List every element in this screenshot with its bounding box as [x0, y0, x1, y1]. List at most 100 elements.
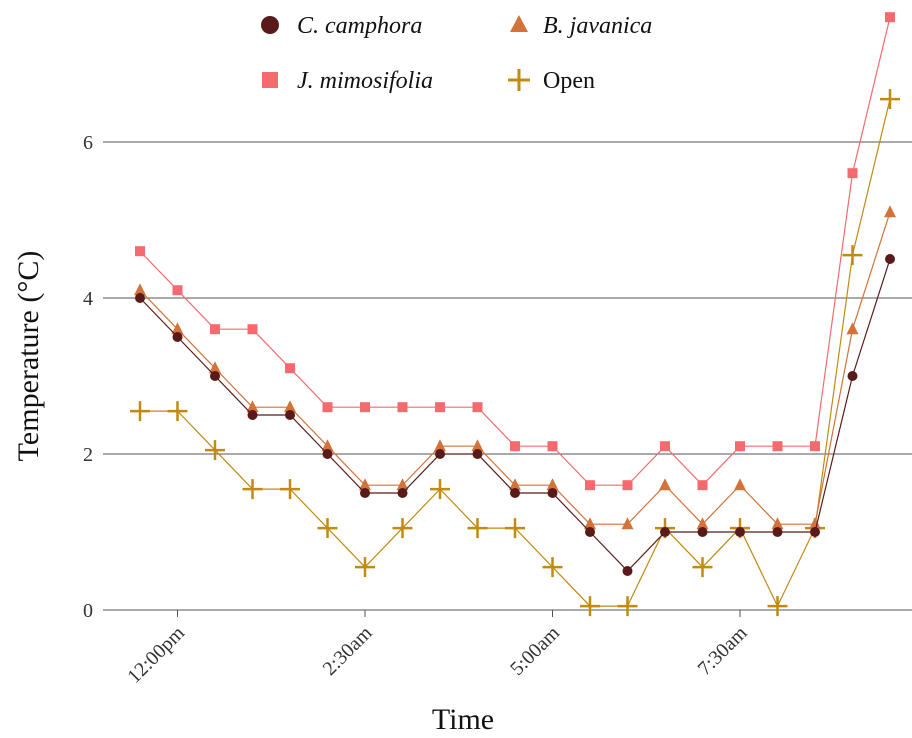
- series-3-point-5: [317, 518, 338, 539]
- y-axis-title: Temperature (°C): [12, 251, 45, 462]
- series-1-point-17: [771, 517, 784, 530]
- series-0-point-13: [622, 566, 633, 576]
- series-2-point-9: [472, 402, 483, 413]
- series-1-point-2: [209, 361, 221, 374]
- series-0-point-4: [285, 410, 295, 420]
- legend-label-3: Open: [543, 68, 595, 94]
- y-tick-label-1: 2: [83, 444, 93, 466]
- y-tick-label-3: 6: [83, 132, 93, 154]
- y-axis: 0 2 4 6: [83, 132, 93, 622]
- series-2-point-8: [435, 402, 445, 413]
- x-tick-label-2: 5:00am: [506, 622, 564, 680]
- series-0: [135, 254, 895, 576]
- series-3-point-3: [242, 479, 263, 500]
- series-1-point-14: [659, 478, 671, 491]
- y-tick-label-0: 0: [83, 600, 93, 622]
- series-3-point-9: [467, 518, 488, 539]
- series-2-point-0: [135, 246, 145, 257]
- series-3-point-1: [167, 401, 188, 422]
- gridlines: [103, 141, 912, 611]
- series-2-point-6: [360, 402, 370, 413]
- series-0-point-20: [885, 254, 895, 264]
- x-axis-title: Time: [432, 703, 494, 736]
- legend-marker-0: [261, 16, 279, 34]
- series-0-point-7: [397, 488, 408, 498]
- x-tick-label-3: 7:30am: [694, 622, 752, 680]
- series-2-point-15: [697, 480, 708, 491]
- series-0-point-0: [135, 293, 145, 303]
- series-1-point-3: [246, 400, 259, 413]
- series-1-point-15: [696, 517, 709, 530]
- series-0-point-8: [435, 449, 445, 459]
- legend-item-0: C. camphora: [261, 13, 422, 39]
- series-0-point-16: [735, 527, 745, 537]
- series-2-point-2: [210, 324, 220, 335]
- series-0-point-15: [697, 527, 708, 537]
- series-0-point-14: [660, 527, 670, 537]
- series-0-point-18: [810, 527, 820, 537]
- series-1-point-16: [734, 478, 746, 491]
- series-2-point-5: [322, 402, 333, 413]
- series-1-point-7: [396, 478, 409, 491]
- series-2-point-12: [585, 480, 595, 491]
- series-2-point-11: [547, 441, 558, 452]
- series-1-point-13: [621, 517, 634, 530]
- series-1-point-19: [846, 322, 859, 335]
- legend-item-2: J. mimosifolia: [262, 68, 433, 94]
- series-0-point-1: [172, 332, 183, 342]
- series-2-point-4: [285, 363, 295, 374]
- series-1-point-18: [809, 517, 821, 530]
- legend-label-1: B. javanica: [543, 13, 652, 39]
- series-1-point-5: [321, 439, 334, 452]
- series-2-point-1: [172, 285, 183, 296]
- series-3: [130, 89, 900, 617]
- series-1-point-6: [359, 478, 371, 491]
- series-3-point-15: [692, 557, 713, 578]
- series-1-point-10: [509, 478, 521, 491]
- series-3-point-20: [880, 89, 900, 110]
- series-2-point-19: [847, 168, 858, 179]
- series-1-point-1: [171, 322, 184, 335]
- series-3-point-6: [355, 557, 375, 578]
- series-1-point-4: [284, 400, 296, 413]
- series-1-point-9: [471, 439, 484, 452]
- legend-item-3: Open: [508, 68, 595, 94]
- x-axis: 12:00pm 2:30am 5:00am 7:30am: [123, 610, 752, 688]
- y-tick-label-2: 4: [83, 288, 93, 310]
- series-3-point-8: [430, 479, 450, 500]
- series-0-point-17: [772, 527, 783, 537]
- series-2-point-18: [810, 441, 820, 452]
- series-0-point-11: [547, 488, 558, 498]
- series-2-point-20: [885, 12, 895, 23]
- series-3-point-7: [392, 518, 413, 539]
- series-3-point-13: [617, 596, 638, 617]
- series-2: [135, 12, 895, 491]
- series-2-point-3: [247, 324, 258, 335]
- series-2-point-7: [397, 402, 408, 413]
- legend-marker-3: [508, 69, 530, 91]
- series-1: [134, 205, 896, 530]
- series-0-point-12: [585, 527, 595, 537]
- series-0-point-10: [510, 488, 520, 498]
- x-tick-label-0: 12:00pm: [123, 622, 189, 688]
- series-1-point-11: [546, 478, 559, 491]
- series-0-point-2: [210, 371, 220, 381]
- legend-label-0: C. camphora: [297, 13, 422, 39]
- series-1-point-20: [884, 205, 896, 218]
- series-3-point-12: [580, 596, 600, 617]
- series-3-point-2: [205, 440, 225, 461]
- series-3-point-0: [130, 401, 150, 422]
- series-2-point-17: [772, 441, 783, 452]
- legend-label-2: J. mimosifolia: [297, 68, 433, 94]
- series-1-point-0: [134, 283, 146, 296]
- series-1-point-8: [434, 439, 446, 452]
- series-0-point-3: [247, 410, 258, 420]
- series-3-point-11: [542, 557, 563, 578]
- plot-area: [130, 12, 900, 617]
- series-1-point-12: [584, 517, 596, 530]
- series-1-line: [139, 212, 891, 526]
- series-2-point-10: [510, 441, 520, 452]
- series-0-point-5: [322, 449, 333, 459]
- series-3-point-10: [505, 518, 525, 539]
